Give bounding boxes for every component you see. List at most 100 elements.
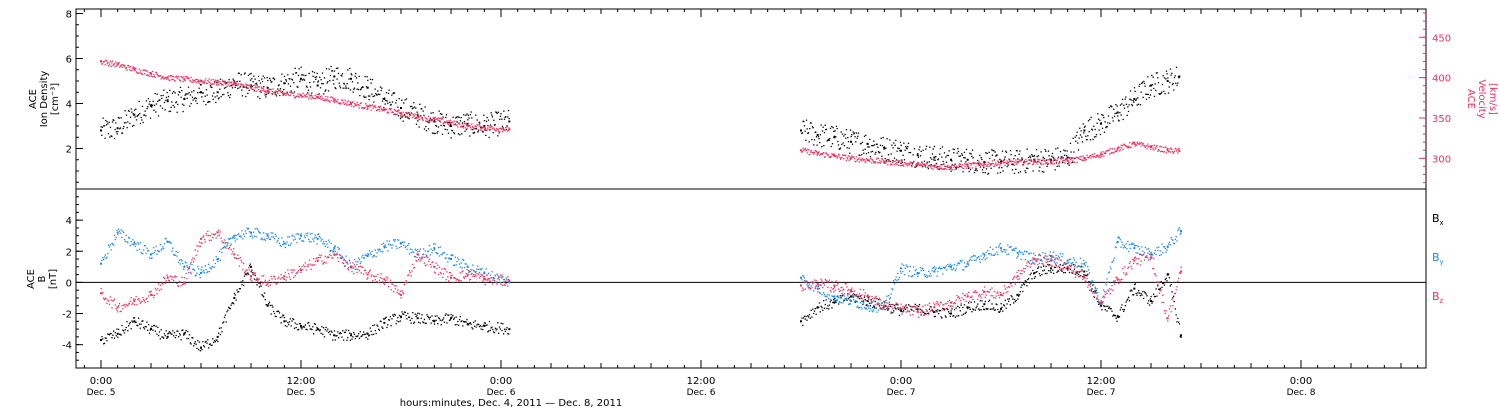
density-series-sample xyxy=(1017,172,1020,174)
by-series-sample xyxy=(846,298,848,300)
density-series-sample xyxy=(307,92,309,94)
bx-series-sample xyxy=(978,309,981,311)
bx-series-sample xyxy=(476,324,478,326)
density-series-sample xyxy=(198,87,200,89)
velocity-series-sample xyxy=(1090,157,1092,159)
by-series-sample xyxy=(1060,259,1062,261)
by-series-sample xyxy=(125,234,127,237)
bx-series-sample xyxy=(1108,307,1110,309)
by-series-sample xyxy=(477,265,479,267)
velocity-series-sample xyxy=(201,79,203,82)
velocity-series-sample xyxy=(223,81,226,83)
bx-series-sample xyxy=(333,330,336,332)
by-series-sample xyxy=(938,266,941,268)
velocity-series-sample xyxy=(312,97,314,99)
by-series-sample xyxy=(394,239,396,241)
density-series-sample xyxy=(462,125,464,128)
bx-series-point xyxy=(350,334,352,337)
density-series-sample xyxy=(237,72,240,74)
density-series-sample xyxy=(917,152,919,155)
bx-series-sample xyxy=(1037,267,1039,269)
velocity-series-sample xyxy=(891,164,893,166)
density-series-sample xyxy=(161,107,164,109)
by-series-sample xyxy=(459,266,461,268)
velocity-series-sample xyxy=(997,163,1000,165)
by-series-sample xyxy=(178,259,181,261)
bx-series-sample xyxy=(1056,271,1058,274)
density-series-sample xyxy=(1045,159,1048,161)
bz-series-sample xyxy=(152,294,154,296)
bz-series-sample xyxy=(266,284,268,286)
velocity-series-sample xyxy=(985,161,987,164)
bx-series-sample xyxy=(903,310,905,312)
by-series-sample xyxy=(898,276,901,279)
density-series-sample xyxy=(1133,101,1135,103)
by-series-sample xyxy=(395,245,397,247)
bx-series-sample xyxy=(919,308,921,310)
bx-series-sample xyxy=(304,324,306,326)
velocity-series-sample xyxy=(206,82,208,85)
density-series-sample xyxy=(394,113,396,115)
velocity-series-sample xyxy=(973,162,976,165)
by-series-sample xyxy=(247,228,249,230)
velocity-series-sample xyxy=(230,82,232,84)
by-series-sample xyxy=(236,238,238,240)
by-series-sample xyxy=(1053,261,1056,263)
density-series-sample xyxy=(477,131,479,133)
by-series-sample xyxy=(833,300,836,302)
velocity-series-sample xyxy=(811,151,813,153)
density-series-sample xyxy=(187,93,189,95)
bz-series-sample xyxy=(139,302,141,304)
by-series-sample xyxy=(1122,243,1124,246)
by-series-sample xyxy=(1057,257,1059,259)
bx-series-sample xyxy=(854,301,856,303)
by-series-point xyxy=(383,245,386,248)
density-series-sample xyxy=(832,126,834,129)
density-series-sample xyxy=(209,85,212,87)
by-series-sample xyxy=(451,254,453,256)
density-series-sample xyxy=(295,72,298,74)
by-series-sample xyxy=(930,275,932,277)
velocity-series-sample xyxy=(1123,143,1125,146)
by-series-sample xyxy=(352,267,354,269)
by-series-sample xyxy=(321,238,323,241)
bx-series-sample xyxy=(212,338,214,340)
density-series-sample xyxy=(1171,72,1173,74)
by-series-sample xyxy=(409,248,411,250)
density-series-sample xyxy=(487,124,489,127)
density-series-sample xyxy=(413,106,416,108)
bx-series-sample xyxy=(941,317,943,319)
x-tick-time-label: 0:00 xyxy=(90,376,112,387)
velocity-series-sample xyxy=(1132,141,1134,143)
x-tick-day-label: Dec. 5 xyxy=(287,388,316,398)
density-series-sample xyxy=(809,122,812,124)
velocity-series-sample xyxy=(1011,160,1013,163)
bx-series-sample xyxy=(1047,263,1049,266)
density-series-sample xyxy=(342,87,344,89)
bx-series-sample xyxy=(118,333,121,335)
density-series-sample xyxy=(173,91,175,93)
density-series-sample xyxy=(1103,116,1105,119)
density-series-sample xyxy=(444,128,446,130)
velocity-series-sample xyxy=(459,123,461,125)
bz-series-sample xyxy=(216,231,218,233)
velocity-series-sample xyxy=(129,69,131,71)
velocity-series-sample xyxy=(1071,160,1074,162)
bx-series-sample xyxy=(303,325,305,328)
by-series-sample xyxy=(386,240,388,242)
bx-series-sample xyxy=(1111,310,1113,312)
bz-series-point xyxy=(283,275,286,278)
density-series-sample xyxy=(903,159,906,161)
bottom-left-tick-label: -2 xyxy=(62,310,72,321)
by-series-sample xyxy=(939,268,941,270)
bx-series-sample xyxy=(874,300,876,303)
density-series-sample xyxy=(375,94,378,96)
velocity-series-sample xyxy=(910,162,912,164)
density-series-sample xyxy=(285,80,288,82)
density-series-point xyxy=(833,136,836,139)
by-series-sample xyxy=(1117,237,1119,239)
velocity-series-sample xyxy=(823,152,825,154)
by-series-sample xyxy=(1174,238,1176,241)
density-series-sample xyxy=(137,114,140,116)
velocity-series-sample xyxy=(803,149,805,152)
